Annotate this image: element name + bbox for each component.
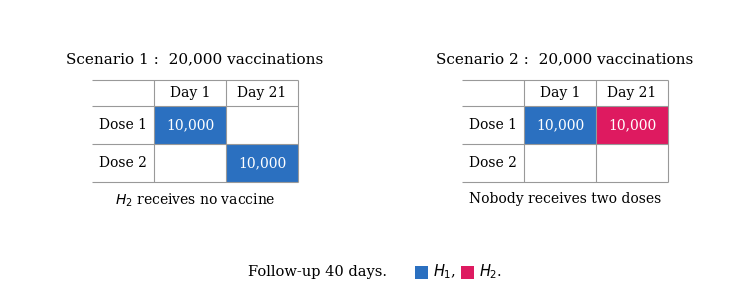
Bar: [524, 106, 596, 144]
Text: Scenario 1 :  20,000 vaccinations: Scenario 1 : 20,000 vaccinations: [66, 52, 323, 66]
Bar: [596, 106, 668, 144]
Text: 10,000: 10,000: [166, 118, 214, 132]
Text: $H_2$ receives no vaccine: $H_2$ receives no vaccine: [115, 192, 275, 209]
Text: Day 21: Day 21: [238, 86, 287, 100]
Text: 10,000: 10,000: [536, 118, 584, 132]
Bar: [461, 266, 474, 278]
Text: Dose 2: Dose 2: [469, 156, 517, 170]
Text: Nobody receives two doses: Nobody receives two doses: [469, 192, 661, 206]
Text: Scenario 2 :  20,000 vaccinations: Scenario 2 : 20,000 vaccinations: [437, 52, 694, 66]
Bar: [415, 266, 428, 278]
Bar: [154, 106, 226, 144]
Text: 10,000: 10,000: [608, 118, 656, 132]
Text: 10,000: 10,000: [238, 156, 286, 170]
Text: $H_2$.: $H_2$.: [479, 263, 502, 281]
Text: Day 1: Day 1: [170, 86, 210, 100]
Text: Day 1: Day 1: [540, 86, 581, 100]
Text: Dose 1: Dose 1: [99, 118, 147, 132]
Text: Follow-up 40 days.: Follow-up 40 days.: [248, 265, 387, 279]
Text: $H_1$,: $H_1$,: [433, 263, 456, 281]
Text: Dose 1: Dose 1: [469, 118, 517, 132]
Bar: [226, 144, 298, 182]
Text: Day 21: Day 21: [608, 86, 657, 100]
Text: Dose 2: Dose 2: [99, 156, 147, 170]
